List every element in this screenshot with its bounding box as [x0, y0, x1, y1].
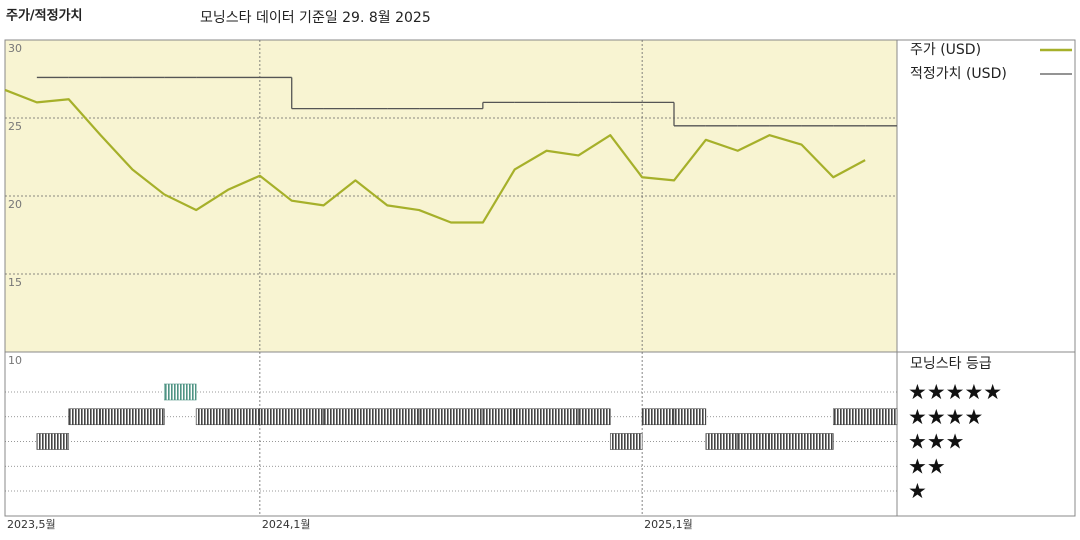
y-tick-label: 15 [8, 276, 22, 289]
rating-bar [36, 433, 70, 450]
x-tick-label: 2023,5월 [7, 518, 56, 531]
y-tick-label: 30 [8, 42, 22, 55]
legend-label: 적정가치 (USD) [910, 66, 1007, 82]
y-tick-label: 25 [8, 120, 22, 133]
rating-bar [132, 408, 165, 426]
rating-bar [291, 408, 324, 426]
rating-bar [832, 408, 866, 426]
rating-legend-stars: ★★★ [908, 430, 964, 454]
frame [4, 39, 1076, 517]
rating-bar [705, 433, 739, 450]
rating-bar [100, 408, 133, 426]
rating-bar [641, 408, 675, 426]
price-line [4, 88, 866, 224]
rating-legend-stars: ★★★★★ [908, 380, 1002, 404]
rating-bar [482, 408, 516, 426]
rating-bar [195, 408, 229, 426]
rating-bar [418, 408, 452, 426]
rating-bar [355, 408, 388, 426]
rating-bar [259, 408, 293, 426]
rating-title: 모닝스타 등급 [910, 356, 992, 372]
y-tick-label: 20 [8, 198, 22, 211]
rating-bar [578, 408, 611, 426]
y-tick-label: 10 [8, 354, 22, 367]
rating-bar [163, 383, 197, 401]
chart-subtitle: 모닝스타 데이터 기준일 29. 8월 2025 [200, 10, 431, 26]
rating-bar [673, 408, 707, 426]
rating-bar [68, 408, 101, 426]
rating-legend-stars: ★★★★ [908, 405, 983, 429]
rating-bar [546, 408, 579, 426]
chart-title: 주가/적정가치 [6, 8, 83, 24]
rating-bar [609, 433, 643, 450]
x-tick-label: 2024,1월 [262, 518, 311, 531]
rating-bar [386, 408, 420, 426]
rating-legend-stars: ★★ [908, 454, 946, 478]
rating-bar [801, 433, 834, 450]
x-tick-label: 2025,1월 [644, 518, 693, 531]
rating-legend-stars: ★ [908, 479, 927, 503]
rating-bar [514, 408, 547, 426]
legend-label: 주가 (USD) [910, 42, 981, 58]
rating-bar [450, 408, 484, 426]
rating-bar [323, 408, 356, 426]
rating-bar [864, 408, 898, 426]
rating-bar [769, 433, 802, 450]
rating-bar [737, 433, 770, 450]
rating-bar [227, 408, 261, 426]
